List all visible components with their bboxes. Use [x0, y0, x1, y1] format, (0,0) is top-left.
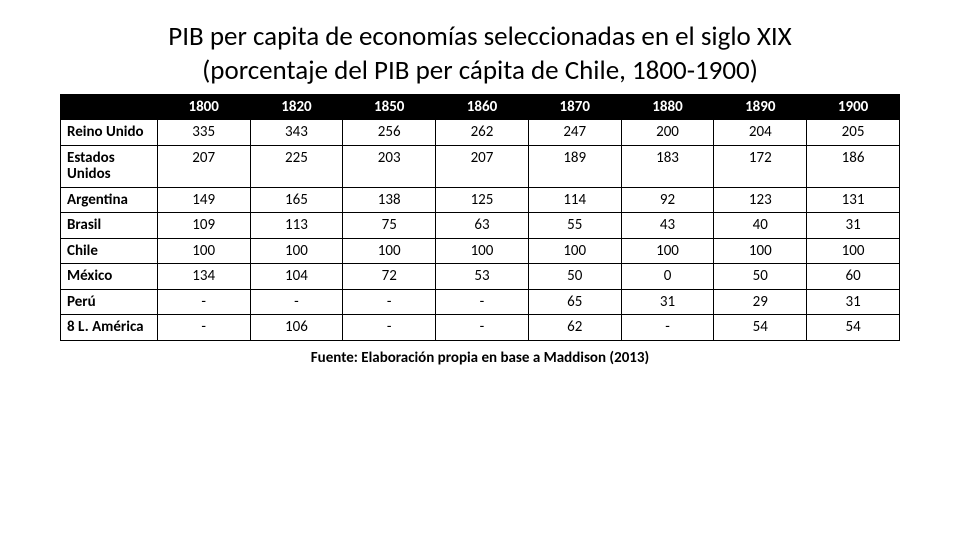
data-cell: 31	[807, 289, 900, 315]
col-header: 1820	[250, 94, 343, 120]
pib-table: 1800 1820 1850 1860 1870 1880 1890 1900 …	[60, 94, 900, 341]
data-cell: 104	[250, 264, 343, 290]
data-cell: 75	[343, 213, 436, 239]
data-cell: 134	[157, 264, 250, 290]
data-cell: 55	[528, 213, 621, 239]
data-cell: 106	[250, 315, 343, 341]
data-cell: 63	[436, 213, 529, 239]
row-label: Estados Unidos	[61, 145, 158, 187]
data-cell: 205	[807, 120, 900, 146]
data-cell: 200	[621, 120, 714, 146]
data-cell: -	[157, 315, 250, 341]
data-cell: 50	[528, 264, 621, 290]
data-cell: 53	[436, 264, 529, 290]
data-cell: 62	[528, 315, 621, 341]
title-line-2: (porcentaje del PIB per cápita de Chile,…	[202, 54, 758, 87]
col-header: 1900	[807, 94, 900, 120]
data-cell: -	[343, 289, 436, 315]
source-line: Fuente: Elaboración propia en base a Mad…	[60, 349, 900, 367]
data-cell: 203	[343, 145, 436, 187]
data-cell: 100	[528, 238, 621, 264]
data-cell: 100	[157, 238, 250, 264]
row-label: Perú	[61, 289, 158, 315]
data-cell: 125	[436, 187, 529, 213]
data-cell: 100	[250, 238, 343, 264]
data-cell: 31	[621, 289, 714, 315]
data-cell: 100	[436, 238, 529, 264]
col-header: 1880	[621, 94, 714, 120]
table-row: 8 L. América-106--62-5454	[61, 315, 900, 341]
page-title: PIB per capita de economías seleccionada…	[60, 20, 900, 88]
title-line-1: PIB per capita de economías seleccionada…	[168, 20, 791, 53]
data-cell: 0	[621, 264, 714, 290]
col-header: 1890	[714, 94, 807, 120]
data-cell: 262	[436, 120, 529, 146]
data-cell: 114	[528, 187, 621, 213]
data-cell: 138	[343, 187, 436, 213]
data-cell: 186	[807, 145, 900, 187]
data-cell: 225	[250, 145, 343, 187]
data-cell: 183	[621, 145, 714, 187]
data-cell: 54	[807, 315, 900, 341]
table-row: Brasil109113756355434031	[61, 213, 900, 239]
data-cell: 54	[714, 315, 807, 341]
data-cell: -	[621, 315, 714, 341]
table-row: México13410472535005060	[61, 264, 900, 290]
data-cell: 207	[157, 145, 250, 187]
data-cell: -	[157, 289, 250, 315]
row-label: Argentina	[61, 187, 158, 213]
row-label: Reino Unido	[61, 120, 158, 146]
data-cell: 100	[621, 238, 714, 264]
col-header: 1860	[436, 94, 529, 120]
data-cell: 256	[343, 120, 436, 146]
table-body: Reino Unido335343256262247200204205Estad…	[61, 120, 900, 341]
row-label: 8 L. América	[61, 315, 158, 341]
col-header: 1800	[157, 94, 250, 120]
data-cell: 165	[250, 187, 343, 213]
table-row: Estados Unidos207225203207189183172186	[61, 145, 900, 187]
data-cell: -	[250, 289, 343, 315]
row-label: Chile	[61, 238, 158, 264]
data-cell: 43	[621, 213, 714, 239]
col-header: 1870	[528, 94, 621, 120]
data-cell: -	[343, 315, 436, 341]
data-cell: 189	[528, 145, 621, 187]
data-cell: 109	[157, 213, 250, 239]
table-header-row: 1800 1820 1850 1860 1870 1880 1890 1900	[61, 94, 900, 120]
data-cell: 29	[714, 289, 807, 315]
data-cell: 343	[250, 120, 343, 146]
data-cell: 123	[714, 187, 807, 213]
data-cell: 113	[250, 213, 343, 239]
data-cell: -	[436, 315, 529, 341]
row-label: Brasil	[61, 213, 158, 239]
data-cell: 50	[714, 264, 807, 290]
table-row: Reino Unido335343256262247200204205	[61, 120, 900, 146]
col-header: 1850	[343, 94, 436, 120]
data-cell: 100	[714, 238, 807, 264]
data-cell: 335	[157, 120, 250, 146]
row-label: México	[61, 264, 158, 290]
data-cell: 131	[807, 187, 900, 213]
data-cell: 204	[714, 120, 807, 146]
data-cell: 207	[436, 145, 529, 187]
data-cell: 247	[528, 120, 621, 146]
data-cell: 40	[714, 213, 807, 239]
data-cell: 92	[621, 187, 714, 213]
data-cell: 31	[807, 213, 900, 239]
data-cell: 72	[343, 264, 436, 290]
data-cell: 100	[343, 238, 436, 264]
data-cell: 149	[157, 187, 250, 213]
data-cell: 172	[714, 145, 807, 187]
header-blank	[61, 94, 158, 120]
data-cell: 100	[807, 238, 900, 264]
data-cell: 65	[528, 289, 621, 315]
table-row: Argentina14916513812511492123131	[61, 187, 900, 213]
table-row: Perú----65312931	[61, 289, 900, 315]
data-cell: -	[436, 289, 529, 315]
table-row: Chile100100100100100100100100	[61, 238, 900, 264]
data-cell: 60	[807, 264, 900, 290]
